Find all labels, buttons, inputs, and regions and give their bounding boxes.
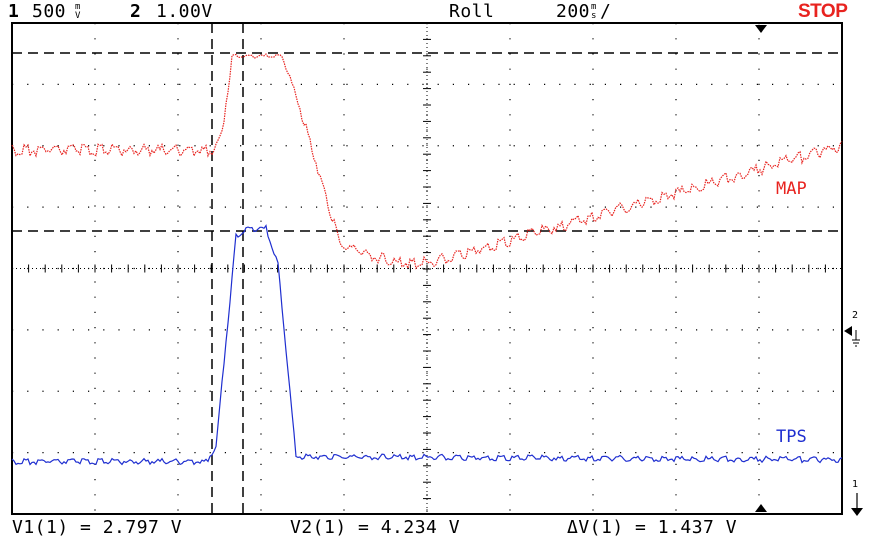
graticule-frame: [11, 22, 843, 515]
channel-1-ground-icon[interactable]: [851, 493, 863, 516]
timebase-value: 200: [556, 1, 591, 22]
timebase-suffix: /: [600, 1, 612, 22]
channel-1-ground-number: 1: [852, 479, 859, 490]
channel-1-number: 1: [8, 1, 20, 22]
measurement-v1: V1(1) = 2.797 V: [12, 517, 183, 538]
map-trace: [11, 53, 843, 271]
channel-1-unit: m V: [75, 2, 81, 21]
measurement-delta-v: ΔV(1) = 1.437 V: [567, 517, 738, 538]
channel-2-number: 2: [130, 1, 142, 22]
trigger-position-bottom-icon[interactable]: [755, 504, 767, 512]
graticule-grid: [11, 22, 842, 514]
tps-trace: [11, 224, 843, 466]
run-state-stop[interactable]: STOP: [798, 1, 848, 22]
channel-2-scale: 1.00V: [156, 1, 213, 22]
map-trace-label: MAP: [776, 179, 807, 199]
measurement-v2: V2(1) = 4.234 V: [290, 517, 461, 538]
trigger-position-top-icon[interactable]: [755, 25, 767, 33]
channel-1-scale: 500: [32, 1, 67, 22]
channel-2-ground-number: 2: [852, 310, 859, 321]
timebase-unit: m s: [591, 2, 597, 21]
tps-trace-label: TPS: [776, 427, 807, 447]
channel-2-ground-icon[interactable]: [844, 326, 860, 347]
acquisition-mode: Roll: [449, 1, 495, 22]
